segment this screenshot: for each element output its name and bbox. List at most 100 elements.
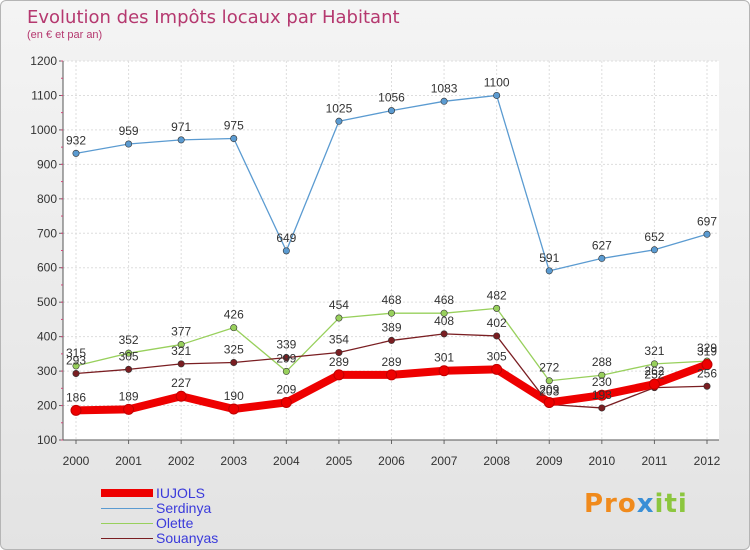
data-point — [72, 370, 80, 378]
y-tick-label: 300 — [37, 364, 57, 378]
x-tick-label: 2001 — [115, 454, 142, 468]
data-label: 299 — [276, 351, 296, 365]
data-label: 426 — [224, 308, 244, 322]
data-label: 209 — [276, 382, 296, 396]
data-point — [125, 140, 133, 148]
data-label: 301 — [434, 351, 454, 365]
logo-part-iti: iti — [654, 489, 688, 519]
data-label: 975 — [224, 119, 244, 133]
data-point — [543, 396, 555, 408]
x-tick-label: 2004 — [273, 454, 300, 468]
chart-title: Evolution des Impôts locaux par Habitant — [27, 7, 400, 28]
data-point — [650, 360, 658, 368]
data-label: 649 — [276, 231, 296, 245]
chart-subtitle: (en € et par an) — [27, 29, 103, 41]
data-label: 315 — [66, 346, 86, 360]
data-label: 1100 — [484, 75, 510, 89]
data-point — [493, 91, 501, 99]
y-tick-label: 1100 — [31, 88, 57, 102]
data-point — [282, 367, 290, 375]
data-label: 289 — [329, 355, 349, 369]
data-point — [335, 117, 343, 125]
x-tick-label: 2012 — [694, 454, 721, 468]
x-tick-label: 2010 — [588, 454, 615, 468]
data-label: 256 — [697, 366, 717, 380]
data-label: 454 — [329, 298, 349, 312]
data-label: 227 — [171, 376, 191, 390]
data-label: 389 — [381, 320, 401, 334]
y-tick-label: 100 — [37, 433, 57, 447]
data-point — [177, 341, 185, 349]
legend-swatch-serdinya — [101, 508, 153, 509]
data-label: 305 — [487, 349, 507, 363]
data-label: 289 — [381, 355, 401, 369]
data-label: 321 — [644, 344, 664, 358]
data-point — [230, 135, 238, 143]
legend-label: IUJOLS — [156, 485, 206, 501]
legend-swatch-souanyas — [101, 538, 153, 539]
data-label: 652 — [644, 230, 664, 244]
legend-label: Serdinya — [156, 500, 212, 516]
data-point — [440, 309, 448, 317]
data-label: 591 — [539, 251, 559, 265]
data-label: 325 — [224, 342, 244, 356]
data-label: 189 — [119, 389, 139, 403]
data-label: 482 — [487, 288, 507, 302]
data-label: 354 — [329, 332, 349, 346]
y-tick-label: 1200 — [30, 54, 57, 68]
data-point — [335, 314, 343, 322]
data-label: 352 — [119, 333, 139, 347]
data-label: 971 — [171, 120, 191, 134]
data-label: 305 — [119, 349, 139, 363]
data-label: 339 — [276, 338, 296, 352]
data-label: 190 — [224, 389, 244, 403]
data-point — [175, 390, 187, 402]
x-tick-label: 2009 — [536, 454, 563, 468]
data-point — [703, 382, 711, 390]
data-label: 402 — [487, 316, 507, 330]
proxiti-logo: Proxiti — [584, 489, 688, 519]
y-tick-label: 1000 — [30, 123, 57, 137]
data-point — [648, 378, 660, 390]
legend-swatch-iujols — [101, 489, 153, 497]
x-tick-label: 2006 — [378, 454, 405, 468]
data-label: 319 — [697, 345, 717, 359]
data-point — [598, 254, 606, 262]
data-label: 1056 — [378, 91, 405, 105]
data-label: 203 — [539, 385, 559, 399]
data-label: 408 — [434, 314, 454, 328]
x-tick-label: 2011 — [642, 454, 668, 468]
data-point — [333, 369, 345, 381]
data-point — [335, 348, 343, 356]
data-label: 252 — [644, 368, 664, 382]
data-point — [72, 149, 80, 157]
data-label: 468 — [381, 293, 401, 307]
logo-part-pro: Pro — [584, 489, 637, 519]
data-point — [703, 230, 711, 238]
data-label: 262 — [644, 364, 664, 378]
data-point — [177, 136, 185, 144]
data-point — [598, 371, 606, 379]
data-point — [177, 360, 185, 368]
data-point — [125, 365, 133, 373]
data-point — [70, 404, 82, 416]
data-label: 186 — [66, 390, 86, 404]
data-point — [493, 304, 501, 312]
x-tick-label: 2005 — [326, 454, 353, 468]
data-label: 329 — [697, 341, 717, 355]
y-tick-label: 900 — [37, 157, 57, 171]
data-label: 377 — [171, 325, 191, 339]
logo-part-x: x — [636, 489, 655, 519]
data-point — [72, 362, 80, 370]
data-label: 288 — [592, 355, 612, 369]
data-label: 627 — [592, 238, 612, 252]
x-tick-label: 2000 — [63, 454, 90, 468]
data-point — [386, 369, 397, 381]
data-point — [280, 396, 292, 408]
data-point — [440, 97, 448, 105]
data-label: 321 — [171, 344, 191, 358]
data-label: 230 — [592, 375, 612, 389]
data-point — [491, 363, 503, 375]
